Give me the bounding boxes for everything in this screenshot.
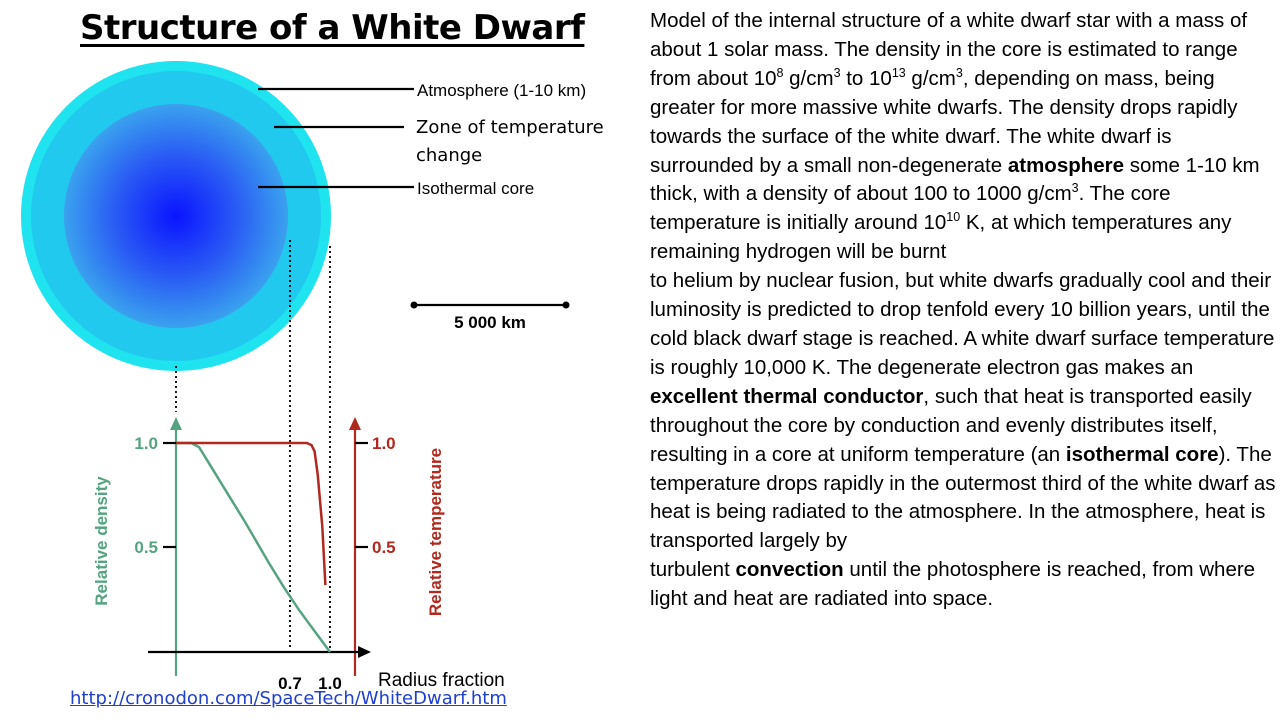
density-axis-label: Relative density [92,476,111,606]
temperature-axis-arrow [349,417,361,430]
description-run: , depending on mass, being greater for m… [650,66,1238,177]
density-curve [176,441,332,653]
description-run: g/cm [783,66,834,90]
description-superscript: 13 [891,65,906,80]
radius-axis-arrow [358,646,371,658]
description-run: Model of the internal structure of a whi… [650,9,1248,90]
core-label: Isothermal core [417,179,534,198]
description-run: g/cm [905,66,956,90]
description-run: ). The temperature drops rapidly in the … [650,442,1276,582]
density-axis-arrow [170,417,182,430]
radius-tick-label-1.0: 1.0 [318,674,342,693]
description-superscript: 8 [776,65,784,80]
description-run: some 1-10 km thick, with a density of ab… [650,153,1260,206]
density-tick-label-0.5: 0.5 [134,538,158,557]
temperature-tick-label-1.0: 1.0 [372,434,396,453]
scale-label: 5 000 km [454,313,526,332]
page-title: Structure of a White Dwarf [80,8,585,48]
description-bold-term: excellent thermal conductor [650,384,924,408]
white-dwarf-diagram: Atmosphere (1-10 km) Zone of temperature… [21,61,604,693]
description-superscript: 10 [946,210,961,225]
description-run: K, at which temperatures any remaining h… [650,211,1275,379]
atmosphere-label: Atmosphere (1-10 km) [417,81,586,100]
description-bold-term: convection [735,558,844,582]
description-run: . The core temperature is initially arou… [650,182,1171,235]
zone-label-line1: Zone of temperature [416,117,604,138]
scale-bar-end-left [410,301,418,309]
description-text: Model of the internal structure of a whi… [650,7,1278,614]
isothermal-core [64,104,288,328]
description-run: until the photosphere is reached, from w… [650,558,1256,611]
zone-label-line2: change [416,145,482,166]
description-superscript: 3 [1071,181,1079,196]
description-bold-term: isothermal core [1065,442,1219,466]
description-superscript: 3 [955,65,963,80]
temperature-tick-label-0.5: 0.5 [372,538,396,557]
radius-axis-label: Radius fraction [378,670,505,691]
temperature-axis-label: Relative temperature [426,448,445,616]
radius-tick-label-0.7: 0.7 [278,674,302,693]
description-run: to 10 [840,66,892,90]
scale-bar-end-right [562,301,570,309]
description-bold-term: atmosphere [1007,153,1125,177]
description-run: , such that heat is transported easily t… [650,384,1252,466]
description-superscript: 3 [833,65,841,80]
density-tick-label-1.0: 1.0 [134,434,158,453]
source-link[interactable]: http://cronodon.com/SpaceTech/WhiteDwarf… [70,688,507,709]
temperature-curve [176,441,327,586]
